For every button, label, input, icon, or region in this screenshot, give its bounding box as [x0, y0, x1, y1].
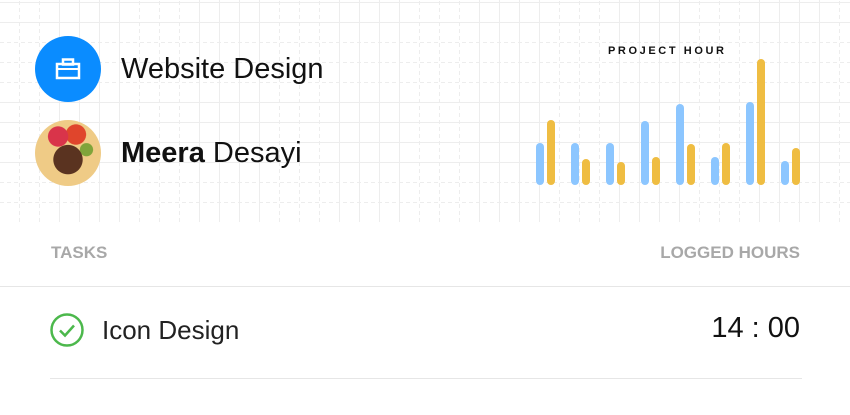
bar-1-5: [676, 104, 684, 185]
bar-2-2: [582, 159, 590, 185]
chart-title: PROJECT HOUR: [608, 45, 727, 57]
bar-1-8: [781, 161, 789, 185]
divider: [50, 378, 802, 379]
grid-background: [0, 0, 850, 222]
project-hour-chart: [536, 59, 800, 185]
logged-hours-header: LOGGED HOURS: [660, 243, 800, 262]
logged-hours: 14 : 00: [711, 312, 800, 344]
divider: [0, 286, 850, 287]
bar-1-1: [536, 143, 544, 185]
bar-2-4: [652, 157, 660, 185]
user-last-name: Desayi: [212, 136, 302, 169]
user-first-name: Meera: [121, 136, 205, 169]
table-row[interactable]: Icon Design: [50, 313, 239, 347]
bar-2-8: [792, 148, 800, 185]
check-circle-icon: [50, 313, 84, 347]
bar-1-2: [571, 143, 579, 185]
bar-2-6: [722, 143, 730, 185]
bar-2-5: [687, 144, 695, 185]
user-row: Meera Desayi: [35, 120, 302, 186]
bar-2-7: [757, 59, 765, 185]
tasks-header: TASKS: [51, 243, 108, 262]
bar-2-3: [617, 162, 625, 185]
bar-2-1: [547, 120, 555, 185]
bar-1-4: [641, 121, 649, 185]
project-name: Website Design: [121, 52, 324, 85]
avatar: [35, 120, 101, 186]
task-name: Icon Design: [102, 314, 240, 345]
bar-1-3: [606, 143, 614, 185]
bar-1-7: [746, 102, 754, 185]
bar-1-6: [711, 157, 719, 185]
project-row: Website Design: [35, 36, 324, 102]
briefcase-icon: [35, 36, 101, 102]
